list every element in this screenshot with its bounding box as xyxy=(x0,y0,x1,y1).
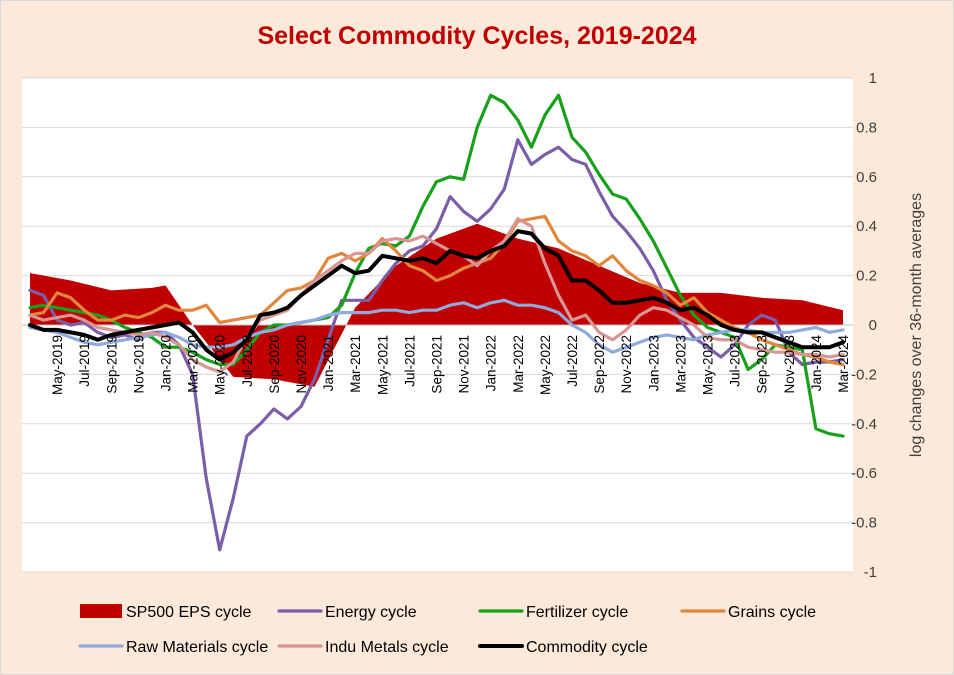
y-tick-label: 0.4 xyxy=(856,218,877,235)
x-tick-label: Sep-2020 xyxy=(267,335,282,394)
x-tick-label: Nov-2023 xyxy=(782,335,797,394)
legend-item-commodity-cycle: Commodity cycle xyxy=(478,639,648,656)
legend-label: Energy cycle xyxy=(325,604,417,621)
legend-label: Commodity cycle xyxy=(526,639,648,656)
x-tick-label: Nov-2022 xyxy=(619,335,634,394)
legend-item-fertilizer-cycle: Fertilizer cycle xyxy=(478,604,628,621)
x-tick-label: Jan-2023 xyxy=(646,335,661,391)
legend-item-indu-metals-cycle: Indu Metals cycle xyxy=(277,639,449,656)
x-tick-label: Jan-2024 xyxy=(809,335,824,392)
y-tick-label: -1 xyxy=(864,564,877,581)
series-line-raw-materials-cycle xyxy=(28,298,845,354)
x-tick-label: Jan-2021 xyxy=(321,335,336,391)
x-tick-label: Nov-2020 xyxy=(294,335,309,394)
x-tick-label: Jul-2021 xyxy=(402,335,417,387)
x-tick-label: May-2020 xyxy=(213,335,228,395)
y-tick-label: 0.8 xyxy=(856,119,877,136)
y-tick-label: -0.8 xyxy=(851,515,877,532)
series-line-grains-cycle xyxy=(28,214,845,367)
y-axis-label: log changes over 36-month averages xyxy=(908,193,925,457)
y-tick-label: -0.2 xyxy=(851,366,877,383)
x-tick-label: Sep-2022 xyxy=(592,335,607,394)
x-tick-label: Nov-2021 xyxy=(457,335,472,394)
legend-item-grains-cycle: Grains cycle xyxy=(680,604,816,621)
x-tick-label: Jul-2020 xyxy=(240,335,255,387)
legend-swatch xyxy=(80,604,122,618)
x-tick-label: Jul-2023 xyxy=(728,335,743,387)
y-tick-label: -0.4 xyxy=(851,416,877,433)
y-axis-ticks: 1 0.8 0.6 0.4 0.2 0 -0.2 -0.4 -0.6 -0.8 -1 xyxy=(851,70,877,581)
x-tick-label: Jul-2019 xyxy=(77,335,92,387)
legend-label: Grains cycle xyxy=(728,604,816,621)
x-tick-label: Mar-2020 xyxy=(186,335,201,393)
x-axis-ticks: May-2019 Jul-2019 Sep-2019 Nov-2019 Jan-2020… xyxy=(50,335,851,396)
legend-label: Fertilizer cycle xyxy=(526,604,628,621)
legend-item-sp500-eps-cycle: SP500 EPS cycle xyxy=(80,604,252,621)
series-line-commodity-cycle xyxy=(28,229,845,362)
series-line-fertilizer-cycle xyxy=(28,93,845,438)
legend-label: SP500 EPS cycle xyxy=(126,604,252,621)
x-tick-label: Mar-2021 xyxy=(348,335,363,393)
x-tick-label: May-2022 xyxy=(538,335,553,395)
x-tick-label: May-2021 xyxy=(375,335,390,395)
chart-title: Select Commodity Cycles, 2019-2024 xyxy=(257,22,696,50)
x-tick-label: Nov-2019 xyxy=(131,335,146,394)
legend-label: Raw Materials cycle xyxy=(126,639,268,656)
x-tick-label: Jan-2020 xyxy=(159,335,174,391)
y-tick-label: 0.2 xyxy=(856,268,877,285)
x-tick-label: Mar-2024 xyxy=(836,335,851,393)
x-tick-label: Jan-2022 xyxy=(484,335,499,391)
y-tick-label: 1 xyxy=(869,70,877,87)
line-series xyxy=(28,93,845,552)
x-tick-label: Mar-2023 xyxy=(673,335,688,393)
x-tick-label: Sep-2023 xyxy=(755,335,770,394)
x-tick-label: Sep-2021 xyxy=(430,335,445,394)
legend: SP500 EPS cycle Energy cycle Fertilizer cy… xyxy=(78,604,816,656)
x-tick-label: May-2023 xyxy=(701,335,716,395)
x-tick-label: Jul-2022 xyxy=(565,335,580,387)
y-tick-label: 0 xyxy=(869,317,877,334)
legend-item-energy-cycle: Energy cycle xyxy=(277,604,417,621)
x-tick-label: May-2019 xyxy=(50,335,65,395)
x-tick-label: Mar-2022 xyxy=(511,335,526,393)
x-tick-label: Sep-2019 xyxy=(104,335,119,394)
y-tick-label: 0.6 xyxy=(856,169,877,186)
legend-item-raw-materials-cycle: Raw Materials cycle xyxy=(78,639,268,656)
legend-label: Indu Metals cycle xyxy=(325,639,449,656)
y-tick-label: -0.6 xyxy=(851,465,877,482)
series-line-indu-metals-cycle xyxy=(28,217,845,374)
